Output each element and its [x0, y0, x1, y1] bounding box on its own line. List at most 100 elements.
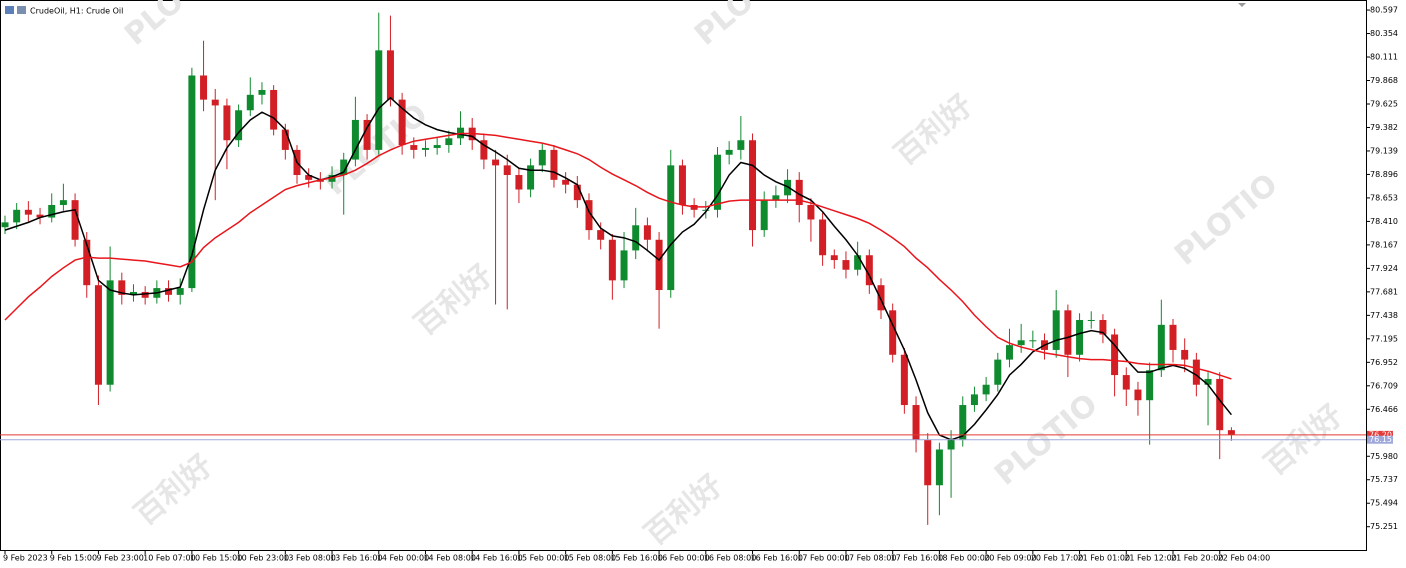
candle-body: [608, 239, 616, 281]
candle-body: [935, 449, 943, 486]
candle-body: [176, 288, 184, 295]
candle-body: [445, 138, 453, 146]
candle-body: [842, 260, 850, 270]
x-tick-label: 21 Feb 01:00: [1078, 554, 1130, 563]
y-tick-label: 75.980: [1370, 452, 1398, 461]
y-tick-label: 77.924: [1370, 264, 1398, 273]
candle-body: [1076, 319, 1084, 355]
candle-body: [550, 149, 558, 180]
candle-body: [527, 165, 535, 190]
x-tick-label: 16 Feb 16:00: [751, 554, 803, 563]
candle-body: [982, 384, 990, 395]
candle-body: [410, 145, 418, 150]
x-tick-label: 10 Feb 23:00: [237, 554, 289, 563]
candle-body: [106, 280, 114, 385]
candle-body: [36, 214, 44, 218]
y-tick-label: 75.251: [1370, 522, 1398, 531]
x-tick-label: 9 Feb 15:00: [50, 554, 97, 563]
price-label: 76.151: [1369, 435, 1397, 444]
x-tick-label: 16 Feb 08:00: [704, 554, 756, 563]
candle-body: [503, 165, 511, 176]
icon: [17, 6, 26, 14]
x-tick-label: 20 Feb 17:00: [1031, 554, 1083, 563]
candle-body: [141, 291, 149, 298]
candle-body: [1227, 430, 1235, 435]
price-tag: [1367, 430, 1393, 439]
x-tick-label: 10 Feb 07:00: [143, 554, 195, 563]
y-tick-label: 76.952: [1370, 358, 1398, 367]
candle-body: [48, 204, 56, 218]
candle-body: [632, 225, 640, 251]
y-tick-label: 78.410: [1370, 217, 1398, 226]
candle-body: [889, 310, 897, 355]
candle-body: [713, 154, 721, 210]
candle-body: [1181, 349, 1189, 360]
candle-body: [398, 99, 406, 146]
candle-body: [1111, 334, 1119, 376]
candle-body: [281, 129, 289, 150]
candle-body: [71, 200, 79, 240]
candle-body: [795, 179, 803, 205]
candle-body: [515, 175, 523, 190]
candle-body: [1017, 340, 1025, 346]
candle-body: [59, 200, 67, 205]
price-label: 76.201: [1369, 430, 1397, 439]
x-tick-label: 14 Feb 16:00: [470, 554, 522, 563]
candle-body: [912, 405, 920, 440]
y-tick-label: 78.167: [1370, 240, 1398, 249]
candle-body: [667, 165, 675, 291]
y-tick-label: 79.382: [1370, 123, 1398, 132]
x-tick-label: 9 Feb 2023: [3, 554, 48, 563]
x-tick-label: 15 Feb 16:00: [610, 554, 662, 563]
icon: [5, 6, 14, 14]
candle-body: [807, 204, 815, 220]
y-tick-label: 76.709: [1370, 381, 1398, 390]
candle-body: [760, 200, 768, 231]
candle-body: [421, 147, 429, 150]
candle-body: [538, 149, 546, 166]
candle-body: [562, 179, 570, 185]
x-tick-label: 16 Feb 00:00: [657, 554, 709, 563]
candle-body: [1064, 310, 1072, 355]
y-tick-label: 80.597: [1370, 6, 1398, 15]
candle-body: [865, 255, 873, 286]
candle-body: [363, 119, 371, 150]
ma-line: [4, 96, 1232, 441]
candle-body: [1169, 324, 1177, 350]
candle-body: [200, 75, 208, 100]
candle-body: [749, 140, 757, 231]
y-tick-label: 75.494: [1370, 499, 1398, 508]
chart-title: CrudeOil, H1: Crude Oil: [30, 7, 123, 16]
candle-body: [678, 165, 686, 205]
y-tick-label: 80.111: [1370, 53, 1398, 62]
x-tick-label: 9 Feb 23:00: [96, 554, 143, 563]
candle-body: [165, 288, 173, 295]
x-tick-label: 22 Feb 04:00: [1218, 554, 1270, 563]
candle-body: [433, 145, 441, 148]
y-tick-label: 75.737: [1370, 475, 1398, 484]
candle-body: [188, 75, 196, 289]
candle-body: [340, 159, 348, 176]
candle-body: [924, 439, 932, 486]
plot-frame: [0, 0, 1367, 551]
x-tick-label: 14 Feb 00:00: [377, 554, 429, 563]
candle-body: [900, 354, 908, 406]
candle-body: [235, 110, 243, 141]
candle-body: [305, 175, 313, 180]
x-tick-label: 13 Feb 08:00: [283, 554, 335, 563]
candle-body: [994, 359, 1002, 385]
candle-body: [351, 119, 359, 160]
y-tick-label: 79.625: [1370, 99, 1398, 108]
candle-body: [1157, 324, 1165, 371]
candle-body: [1146, 370, 1154, 401]
candle-body: [725, 149, 733, 155]
y-tick-label: 77.438: [1370, 311, 1398, 320]
candle-body: [386, 50, 394, 100]
candle-body: [643, 225, 651, 240]
candle-body: [959, 405, 967, 440]
candle-body: [830, 255, 838, 261]
y-tick-label: 78.896: [1370, 170, 1398, 179]
y-tick-label: 80.354: [1370, 29, 1398, 38]
